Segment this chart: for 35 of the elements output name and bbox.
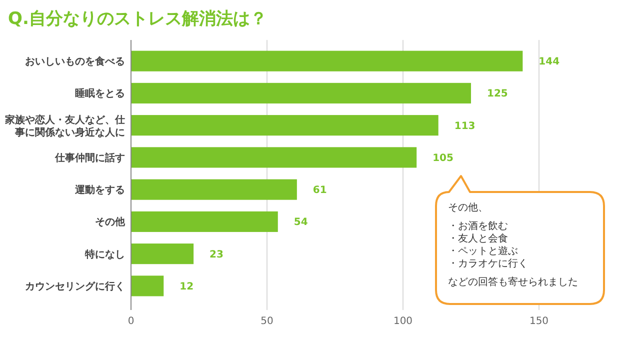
annotation: その他、 <box>448 202 488 214</box>
chart-title: Q.自分なりのストレス解消法は？ <box>8 9 267 29</box>
data-label: 144 <box>538 56 560 68</box>
annotation: ・友人と会食 <box>448 232 508 245</box>
y-tick-label: 睡眠をとる <box>75 88 125 100</box>
bar <box>131 179 297 200</box>
annotation: ・ペットと遊ぶ <box>448 245 518 258</box>
x-tick-label: 150 <box>529 316 549 327</box>
y-tick-label: 仕事仲間に話す <box>54 152 125 164</box>
data-label: 125 <box>487 88 508 100</box>
y-tick-label: 特になし <box>84 248 125 260</box>
data-label: 12 <box>180 281 194 292</box>
y-tick-label: 運動をする <box>74 184 125 196</box>
y-tick-label: カウンセリングに行く <box>25 280 125 292</box>
data-label: 113 <box>454 120 476 132</box>
annotation: などの回答も寄せられました <box>448 276 578 288</box>
data-label: 54 <box>294 217 308 228</box>
bar <box>131 115 438 136</box>
data-label: 105 <box>432 152 454 164</box>
bar <box>131 50 523 72</box>
bar <box>131 211 278 232</box>
y-tick-label: 家族や恋人・友人など、仕事に関係ない身近な人に <box>4 114 125 138</box>
y-tick-label: その他 <box>95 216 126 228</box>
bar <box>131 244 194 264</box>
x-tick-label: 100 <box>393 316 413 327</box>
annotation: ・カラオケに行く <box>448 258 528 270</box>
data-label: 23 <box>210 249 224 260</box>
x-tick-label: 0 <box>128 316 134 327</box>
annotation: ・お酒を飲む <box>448 220 508 232</box>
y-tick-label: おいしいものを食べる <box>25 56 125 68</box>
data-label: 61 <box>312 185 327 196</box>
x-tick-label: 50 <box>260 316 274 327</box>
bar <box>131 147 417 168</box>
bar <box>131 276 164 296</box>
bar <box>131 82 471 104</box>
